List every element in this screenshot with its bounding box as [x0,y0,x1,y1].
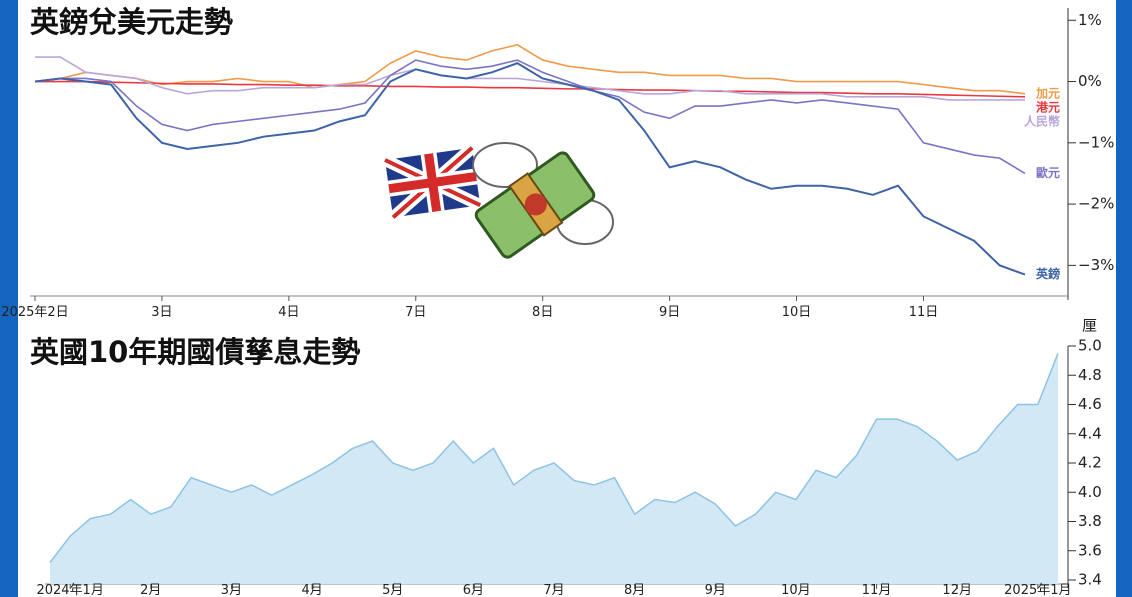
y-tick-label: 5.0 [1078,337,1102,355]
series-line [34,59,1026,175]
x-tick-label: 11日 [909,305,939,320]
legend-label: 英鎊 [1036,266,1060,281]
y-tick-label: 4.2 [1078,454,1102,472]
x-tick-label: 2月 [140,583,161,597]
x-tick-label: 6月 [463,583,484,597]
x-tick-label: 9日 [659,305,680,320]
series-line [35,56,1025,101]
right-border [1116,0,1132,597]
x-tick-label: 2025年2日 [1,305,68,320]
series-line [35,80,1026,98]
y-tick-label: 3.6 [1078,541,1102,559]
illustration [382,142,614,259]
legend-label: 歐元 [1036,165,1060,180]
y-tick-label: −2% [1078,195,1114,213]
x-tick-label: 3月 [221,583,242,597]
y-tick-label: 4.4 [1078,424,1102,442]
x-tick-label: 12月 [942,583,972,597]
x-tick-label: 7月 [543,583,564,597]
chart-title: 英鎊兌美元走勢 [30,5,233,39]
x-tick-label: 4月 [301,583,322,597]
x-tick-label: 8日 [532,305,553,320]
legend-label: 加元 [1035,85,1060,100]
x-tick-label: 7日 [405,305,426,320]
legend-label: 港元 [1036,99,1060,114]
x-tick-label: 4日 [278,305,299,320]
left-border [0,0,18,597]
x-tick-label: 9月 [705,583,726,597]
series-line [34,43,1026,95]
x-tick-label: 2025年1月 [1004,583,1071,597]
chart-title: 英國10年期國債孳息走勢 [30,335,360,369]
legend-label: 人民幣 [1024,113,1060,128]
y-tick-label: 0% [1078,72,1102,90]
area-line [49,353,1059,563]
y-tick-label: 1% [1078,11,1102,29]
y-tick-label: −3% [1078,256,1114,274]
y-axis-unit: 厘 [1082,317,1097,335]
y-tick-label: 3.8 [1078,512,1102,530]
y-tick-label: 4.8 [1078,366,1102,384]
y-tick-label: 4.6 [1078,395,1102,413]
area [50,353,1058,584]
x-tick-label: 10日 [782,305,812,320]
x-tick-label: 8月 [624,583,645,597]
x-tick-label: 10月 [781,583,811,597]
x-tick-label: 5月 [382,583,403,597]
x-tick-label: 2024年1月 [36,583,103,597]
x-tick-label: 11月 [862,583,892,597]
y-tick-label: 3.4 [1078,571,1102,589]
y-tick-label: −1% [1078,133,1114,151]
y-tick-label: 4.0 [1078,483,1102,501]
x-tick-label: 3日 [151,305,172,320]
series-line [34,62,1026,276]
